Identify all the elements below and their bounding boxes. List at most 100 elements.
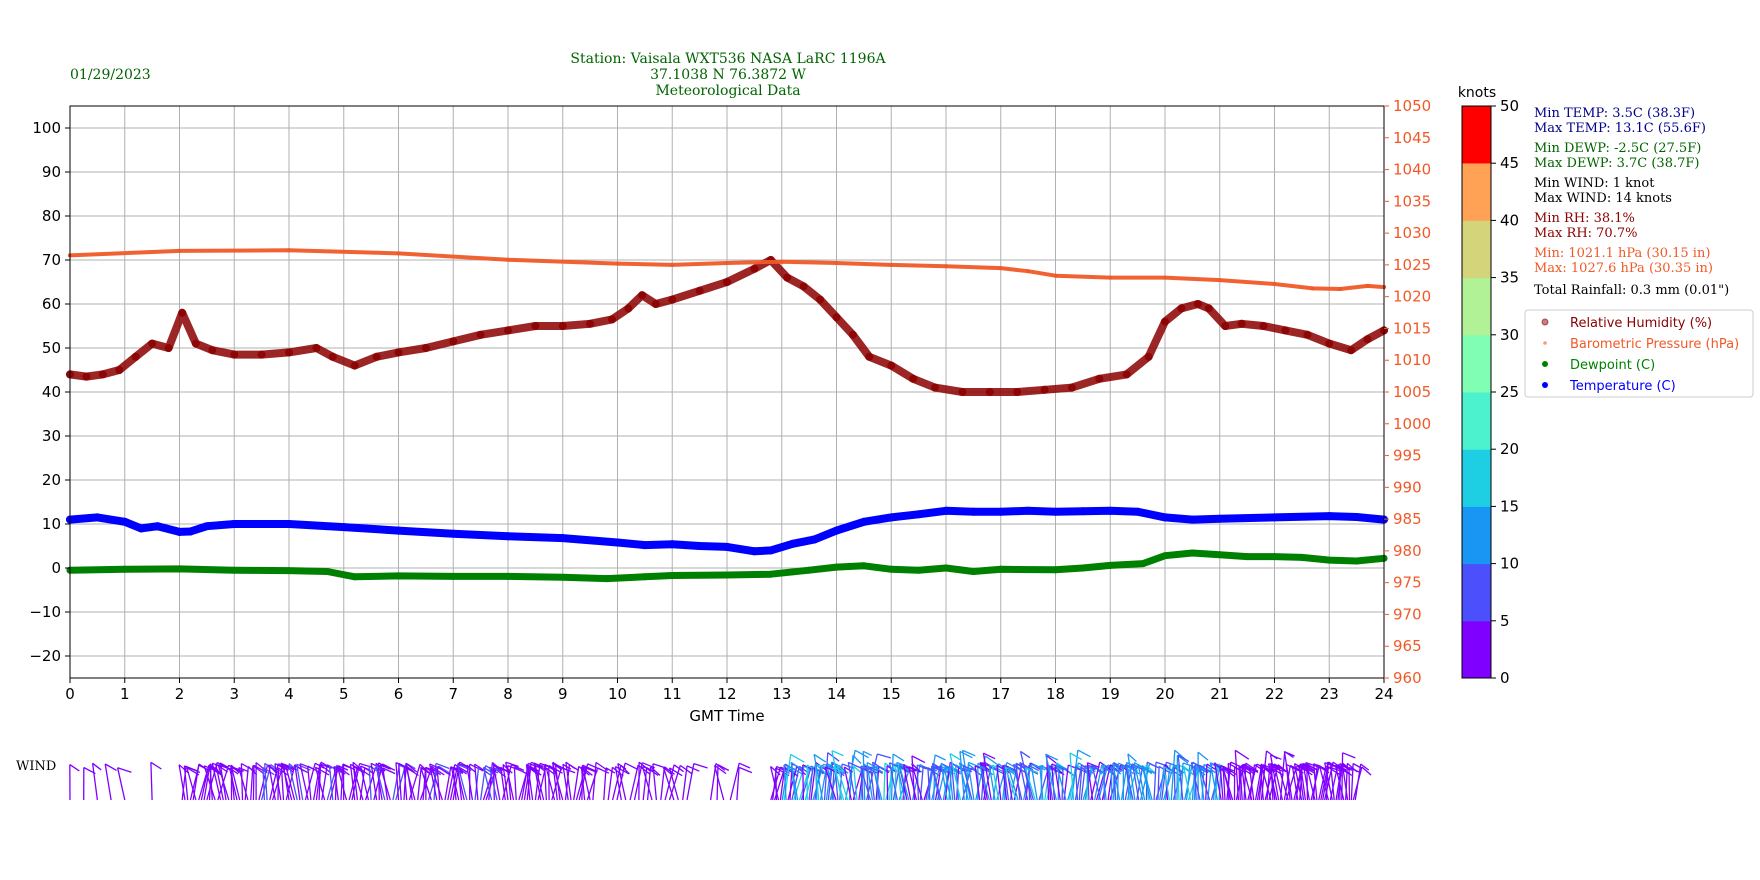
series-dewpoint-point xyxy=(351,573,359,581)
series-relative-humidity-point xyxy=(931,383,939,392)
legend-label-temperature: Temperature (C) xyxy=(1569,379,1676,394)
wind-barb-shaft xyxy=(262,767,266,801)
wind-barb-shaft xyxy=(930,766,942,801)
wind-barb-shaft xyxy=(614,766,622,801)
wind-barb-flag xyxy=(1242,763,1255,773)
wind-barb-shaft xyxy=(565,762,572,801)
wind-barb-flag xyxy=(229,767,239,775)
wind-colorbar: knots 0 5 10 15 20 25 30 35 40 45 50 xyxy=(1458,85,1519,687)
wind-barb-shaft xyxy=(836,764,849,801)
max-pres-stat: Max: 1027.6 hPa (30.35 in) xyxy=(1534,261,1713,276)
wind-barb-shaft xyxy=(1266,765,1271,801)
wind-barb-shaft xyxy=(888,762,898,801)
wind-barb-shaft xyxy=(456,767,465,801)
wind-barb-shaft xyxy=(1345,763,1349,801)
wind-barb-shaft xyxy=(1334,765,1345,801)
series-relative-humidity-point xyxy=(1325,339,1334,348)
wind-barb-shaft xyxy=(911,763,923,801)
wind-barb-flag xyxy=(1019,761,1034,771)
left-tick-label: 60 xyxy=(42,295,61,313)
wind-barb-shaft xyxy=(1283,751,1293,801)
wind-barb-shaft xyxy=(603,767,607,801)
wind-barb-flag xyxy=(405,766,419,777)
wind-barb-shaft xyxy=(299,763,309,801)
colorbar-tick-label: 0 xyxy=(1500,669,1510,687)
wind-barb-flag xyxy=(892,753,905,762)
wind-barb-shaft xyxy=(1329,764,1335,801)
colorbar-segment xyxy=(1462,392,1491,450)
series-temperature-point xyxy=(339,523,348,532)
series-temperature-point xyxy=(230,520,239,528)
wind-barb-shaft xyxy=(1258,765,1264,801)
wind-barb-shaft xyxy=(860,767,872,801)
wind-barb-shaft xyxy=(927,767,931,801)
wind-barb-shaft xyxy=(215,763,224,801)
colorbar-segment xyxy=(1462,106,1491,164)
legend-marker-temperature xyxy=(1542,382,1548,388)
left-tick-label: 30 xyxy=(42,427,61,445)
series-barometric-pressure-point xyxy=(1163,275,1167,280)
wind-barb-shaft xyxy=(1097,764,1109,801)
wind-barb-flag xyxy=(184,765,199,772)
wind-barb-shaft xyxy=(668,767,679,801)
series-temperature-point xyxy=(942,506,950,515)
wind-barb-flag xyxy=(642,766,654,772)
left-tick-label: −20 xyxy=(29,647,61,665)
wind-barb-flag xyxy=(582,766,596,773)
colorbar-tick-label: 45 xyxy=(1500,154,1519,172)
wind-barb-shaft xyxy=(203,767,211,801)
wind-barb-shaft xyxy=(1173,767,1176,801)
wind-barb-shaft xyxy=(967,763,975,801)
wind-barb-shaft xyxy=(713,765,725,801)
series-relative-humidity-point xyxy=(608,315,616,324)
wind-barb-shaft xyxy=(769,766,780,801)
wind-barb-shaft xyxy=(1219,765,1224,801)
wind-barb-shaft xyxy=(814,765,822,801)
wind-barb-flag xyxy=(430,765,445,776)
wind-barb-shaft xyxy=(211,763,222,801)
wind-barb-shaft xyxy=(1259,765,1264,801)
wind-barb-shaft xyxy=(1238,765,1241,801)
wind-barb-shaft xyxy=(686,763,695,801)
wind-barb-shaft xyxy=(1341,762,1349,801)
wind-barb-shaft xyxy=(896,762,906,801)
wind-barb-shaft xyxy=(872,765,883,801)
wind-barb-flag xyxy=(1348,766,1361,774)
station-title: Station: Vaisala WXT536 NASA LaRC 1196A xyxy=(570,51,886,67)
wind-barb-shaft xyxy=(652,763,658,801)
series-dewpoint-point xyxy=(1271,553,1278,561)
series-temperature-point xyxy=(1161,513,1169,522)
wind-barb-flag xyxy=(238,767,249,773)
wind-barb-shaft xyxy=(1198,765,1211,801)
left-tick-label: 20 xyxy=(42,471,61,489)
wind-barb-shaft xyxy=(1102,765,1107,801)
wind-barb-flag xyxy=(117,767,132,773)
colorbar-tick-label: 10 xyxy=(1500,555,1519,573)
wind-barb-shaft xyxy=(417,767,422,801)
wind-barb-shaft xyxy=(91,763,99,801)
wind-barb-flag xyxy=(1342,752,1356,759)
wind-barb-flag xyxy=(69,764,80,772)
series-relative-humidity-point xyxy=(82,372,91,381)
wind-barb-shaft xyxy=(1198,767,1205,801)
series-relative-humidity-point xyxy=(1204,304,1213,313)
wind-barb-shaft xyxy=(1142,766,1153,801)
series-dewpoint-point xyxy=(1161,552,1169,560)
wind-barb-flag xyxy=(624,762,639,770)
series-temperature-point xyxy=(914,510,923,519)
wind-barb-flag xyxy=(866,762,878,769)
legend-marker-dewpoint xyxy=(1542,361,1548,367)
wind-barb-flag xyxy=(650,766,661,776)
wind-barb-shaft xyxy=(898,763,910,801)
wind-barb-shaft xyxy=(1120,766,1128,801)
wind-barb-shaft xyxy=(1264,764,1275,801)
series-dewpoint-point xyxy=(860,562,868,570)
wind-barb-flag xyxy=(277,767,288,776)
wind-barb-flag xyxy=(268,764,278,775)
series-barometric-pressure-point xyxy=(944,264,948,269)
wind-barb-shaft xyxy=(1177,764,1180,801)
wind-barb-flag xyxy=(1028,764,1040,772)
wind-barb-shaft xyxy=(1241,764,1253,801)
wind-barb-shaft xyxy=(268,764,276,801)
wind-barb-shaft xyxy=(395,762,400,801)
